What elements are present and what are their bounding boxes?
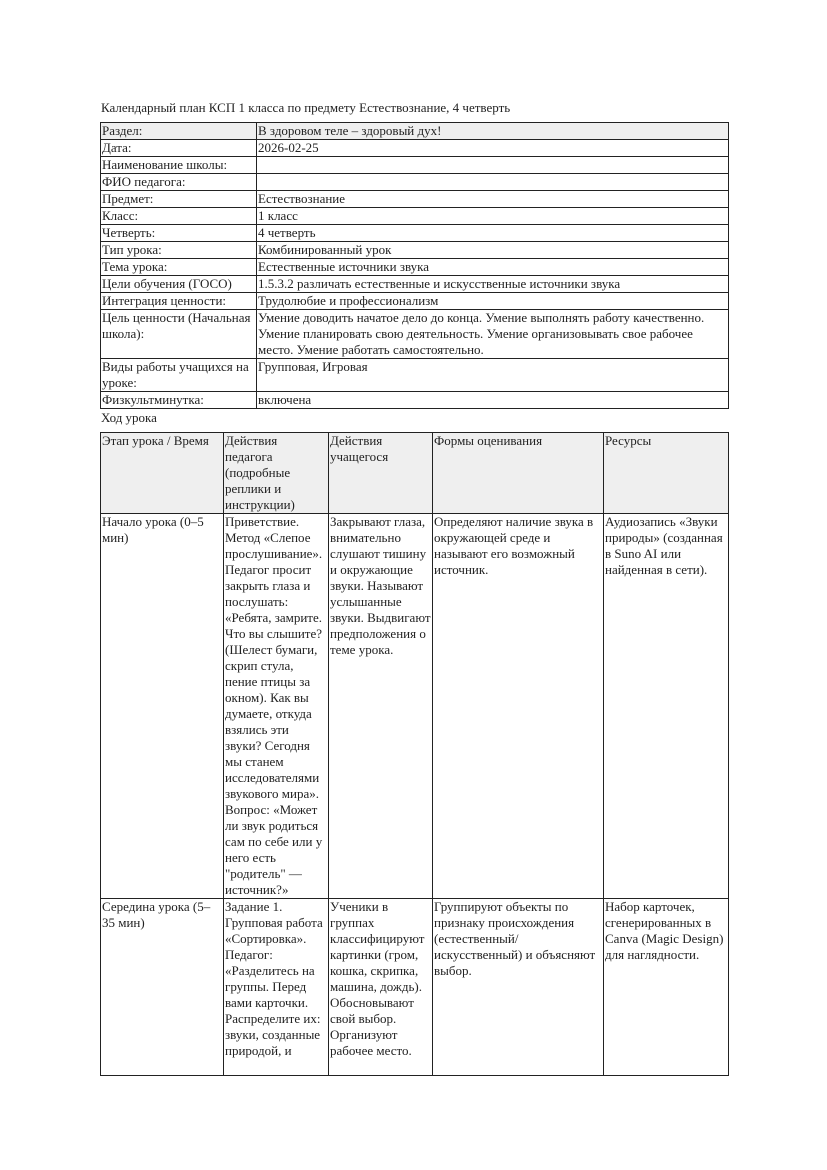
info-value: Естествознание	[256, 190, 729, 208]
info-label: ФИО педагога:	[100, 173, 257, 191]
info-label: Класс:	[100, 207, 257, 225]
info-row: Раздел: В здоровом теле – здоровый дух!	[100, 122, 729, 140]
info-row: ФИО педагога:	[100, 173, 729, 191]
plan-cell: Определяют наличие звука в окружающей ср…	[432, 513, 604, 899]
info-label: Цель ценности (Начальная школа):	[100, 309, 257, 359]
info-label: Цели обучения (ГОСО)	[100, 275, 257, 293]
plan-cell: Приветствие. Метод «Слепое прослушивание…	[223, 513, 329, 899]
info-value: 1.5.3.2 различать естественные и искусст…	[256, 275, 729, 293]
plan-header-row: Этап урока / Время Действия педагога (под…	[100, 432, 729, 514]
info-value: В здоровом теле – здоровый дух!	[256, 122, 729, 140]
info-value: включена	[256, 391, 729, 409]
info-value	[256, 156, 729, 174]
info-row: Тип урока: Комбинированный урок	[100, 241, 729, 259]
plan-cell: Набор карточек, сгенерированных в Canva …	[603, 898, 729, 1076]
info-row: Тема урока: Естественные источники звука	[100, 258, 729, 276]
info-value: 2026-02-25	[256, 139, 729, 157]
plan-cell: Группируют объекты по признаку происхожд…	[432, 898, 604, 1076]
lesson-info-table: Раздел: В здоровом теле – здоровый дух! Да…	[100, 122, 729, 409]
plan-row: Середина урока (5–35 мин) Задание 1. Груп…	[100, 898, 729, 1076]
document-title: Календарный план КСП 1 класса по предмет…	[101, 100, 511, 115]
info-value: 1 класс	[256, 207, 729, 225]
info-label: Интеграция ценности:	[100, 292, 257, 310]
info-row: Класс: 1 класс	[100, 207, 729, 225]
plan-row: Начало урока (0–5 мин) Приветствие. Метод…	[100, 513, 729, 899]
lesson-plan-table: Этап урока / Время Действия педагога (под…	[100, 432, 729, 1076]
info-label: Наименование школы:	[100, 156, 257, 174]
info-label: Четверть:	[100, 224, 257, 242]
column-header: Действия педагога (подробные реплики и и…	[223, 432, 329, 514]
info-row: Цели обучения (ГОСО) 1.5.3.2 различать ес…	[100, 275, 729, 293]
info-value: 4 четверть	[256, 224, 729, 242]
column-header: Этап урока / Время	[100, 432, 224, 514]
info-label: Виды работы учащихся на уроке:	[100, 358, 257, 392]
column-header: Действия учащегося	[328, 432, 433, 514]
info-label: Тип урока:	[100, 241, 257, 259]
info-label: Дата:	[100, 139, 257, 157]
info-value: Естественные источники звука	[256, 258, 729, 276]
info-value	[256, 173, 729, 191]
info-row: Виды работы учащихся на уроке: Групповая,…	[100, 358, 729, 392]
plan-cell: Закрывают глаза, внимательно слушают тиш…	[328, 513, 433, 899]
plan-cell: Начало урока (0–5 мин)	[100, 513, 224, 899]
info-row: Наименование школы:	[100, 156, 729, 174]
plan-cell: Ученики в группах классифицируют картинк…	[328, 898, 433, 1076]
info-row: Цель ценности (Начальная школа): Умение д…	[100, 309, 729, 359]
info-label: Раздел:	[100, 122, 257, 140]
info-value: Комбинированный урок	[256, 241, 729, 259]
lesson-flow-caption: Ход урока	[101, 410, 157, 425]
info-value: Умение доводить начатое дело до конца. У…	[256, 309, 729, 359]
column-header: Формы оценивания	[432, 432, 604, 514]
document-page: Календарный план КСП 1 класса по предмет…	[100, 100, 729, 1076]
info-row: Интеграция ценности: Трудолюбие и професс…	[100, 292, 729, 310]
info-value: Трудолюбие и профессионализм	[256, 292, 729, 310]
column-header: Ресурсы	[603, 432, 729, 514]
info-value: Групповая, Игровая	[256, 358, 729, 392]
plan-cell: Аудиозапись «Звуки природы» (созданная в…	[603, 513, 729, 899]
plan-cell: Середина урока (5–35 мин)	[100, 898, 224, 1076]
info-label: Тема урока:	[100, 258, 257, 276]
info-row: Физкультминутка: включена	[100, 391, 729, 409]
info-label: Физкультминутка:	[100, 391, 257, 409]
info-row: Предмет: Естествознание	[100, 190, 729, 208]
info-row: Четверть: 4 четверть	[100, 224, 729, 242]
info-label: Предмет:	[100, 190, 257, 208]
info-row: Дата: 2026-02-25	[100, 139, 729, 157]
plan-cell: Задание 1. Групповая работа «Сортировка»…	[223, 898, 329, 1076]
